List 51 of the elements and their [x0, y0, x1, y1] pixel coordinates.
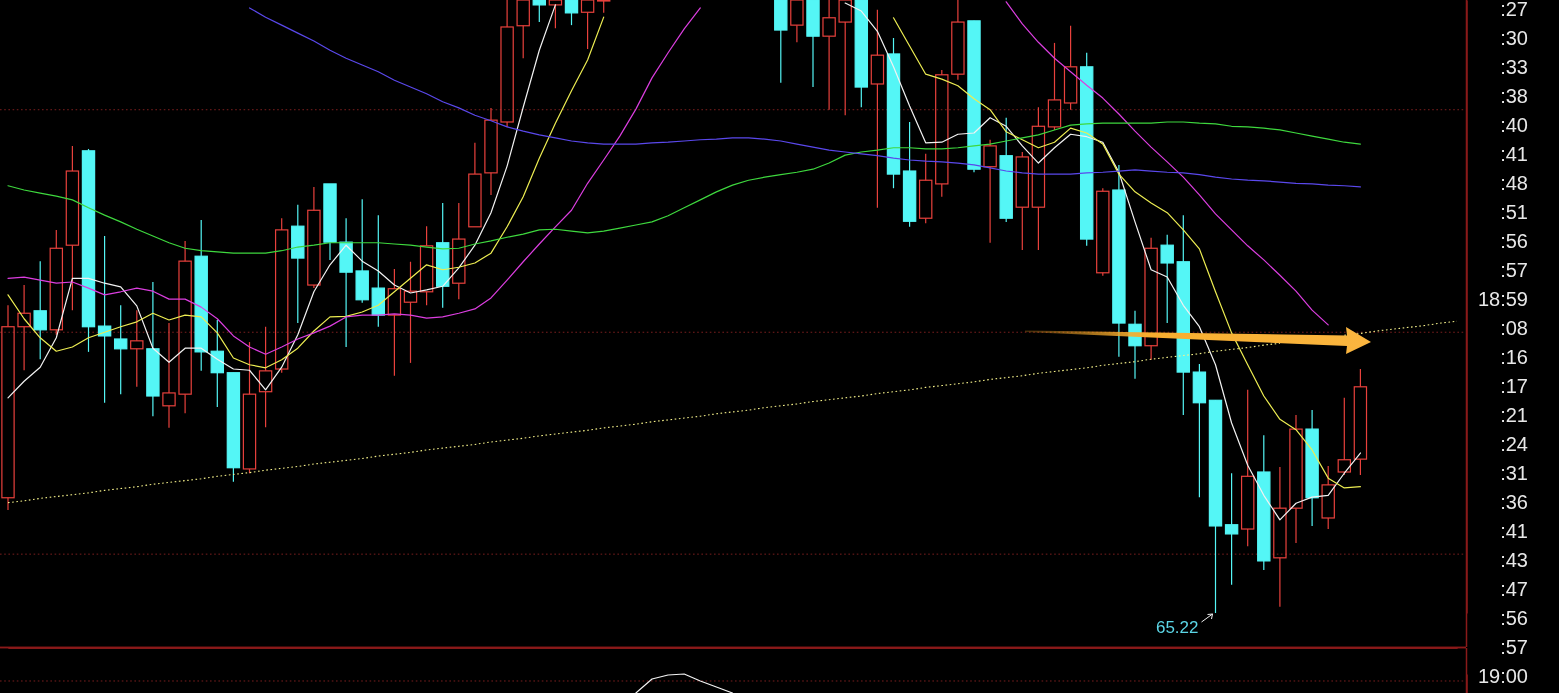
text: :41	[1500, 143, 1528, 166]
text: :47	[1500, 578, 1528, 601]
candlestick	[258, 326, 273, 428]
text: :57	[1500, 259, 1528, 282]
text: :57	[1500, 636, 1528, 659]
text: 19:00	[1477, 665, 1528, 688]
candlestick	[1273, 466, 1287, 608]
text: :31	[1500, 462, 1528, 485]
candlestick	[500, 0, 514, 128]
candlestick	[178, 240, 192, 414]
text: 65.22	[1155, 618, 1199, 637]
candlestick	[1, 304, 15, 511]
text: :33	[1500, 56, 1528, 79]
text: :08	[1500, 317, 1528, 340]
candlestick	[387, 268, 402, 377]
candlestick	[97, 235, 112, 404]
candlestick	[113, 304, 128, 395]
candlestick	[484, 107, 498, 196]
candlestick	[1224, 472, 1239, 586]
text: :51	[1500, 201, 1528, 224]
text: :21	[1500, 404, 1528, 427]
candlestick	[951, 0, 965, 81]
candlestick	[1160, 234, 1174, 324]
candlestick	[307, 186, 321, 289]
text: :48	[1500, 172, 1528, 195]
text: :36	[1500, 491, 1528, 514]
candlestick	[870, 9, 885, 209]
text: :43	[1500, 549, 1528, 572]
candlestick	[564, 0, 579, 26]
candlestick	[822, 0, 836, 111]
text: :17	[1500, 375, 1528, 398]
candlestick	[17, 284, 31, 371]
candlestick	[130, 309, 144, 388]
candlestick	[532, 0, 547, 23]
text: :27	[1500, 0, 1528, 21]
text: :41	[1500, 520, 1528, 543]
candlestick	[1031, 106, 1046, 251]
candlestick	[65, 145, 80, 311]
candlestick	[33, 260, 47, 360]
text: 18:59	[1477, 288, 1528, 311]
text: :16	[1500, 346, 1528, 369]
candlestick	[162, 322, 176, 429]
text: :24	[1500, 433, 1528, 456]
candlestick	[1289, 414, 1303, 544]
text: :56	[1500, 607, 1528, 630]
candlestick	[403, 261, 418, 364]
text: :30	[1500, 27, 1528, 50]
text: :56	[1500, 230, 1528, 253]
text: :38	[1500, 85, 1528, 108]
text: :40	[1500, 114, 1528, 137]
candlestick	[1144, 237, 1158, 361]
